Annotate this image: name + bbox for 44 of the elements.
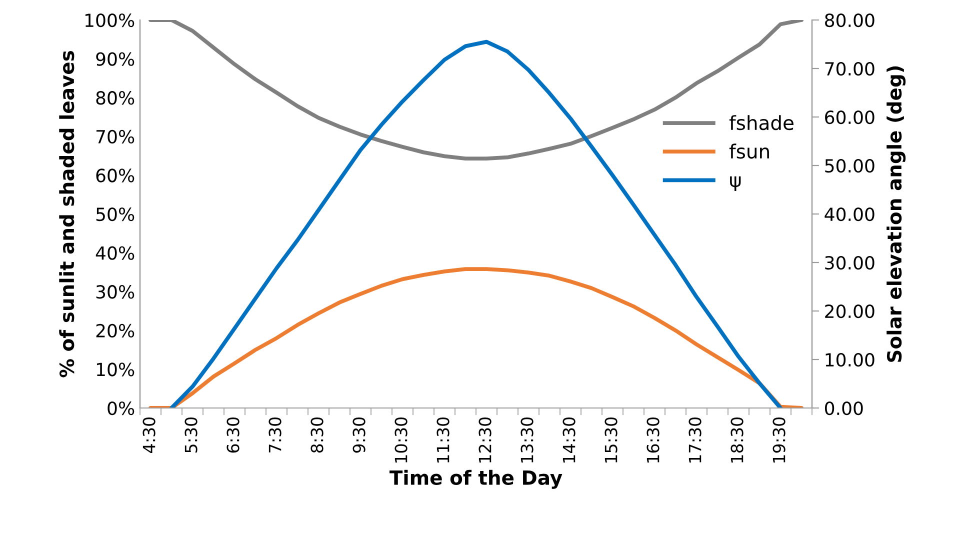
x-tick-label: 9:30: [352, 417, 366, 453]
x-axis-title: Time of the Day: [390, 470, 562, 489]
x-tick-label: 15:30: [604, 417, 618, 463]
y2-tick-label: 20.00: [825, 304, 874, 318]
y-axis-title: % of sunlit and shaded leaves: [59, 50, 74, 378]
y-tick-label: 80%: [96, 91, 134, 105]
y2-tick-label: 50.00: [825, 158, 874, 173]
y-tick-label: 50%: [96, 207, 134, 222]
x-tick-label: 19:30: [772, 417, 786, 463]
x-tick-label: 14:30: [562, 417, 576, 463]
y-tick-label: 100%: [86, 13, 134, 28]
x-tick-label: 7:30: [268, 417, 282, 452]
y-tick-label: 60%: [96, 168, 134, 182]
y-tick-label: 20%: [96, 324, 134, 338]
y2-tick-label: 40.00: [824, 207, 874, 222]
legend-label: fsun: [729, 144, 769, 159]
y-tick-label: 0%: [108, 401, 134, 416]
y2-tick-label: 10.00: [826, 352, 874, 367]
x-tick-label: 13:30: [520, 417, 534, 463]
line-series: [148, 267, 804, 408]
y2-tick-label: 70.00: [825, 62, 874, 76]
x-tick-label: 8:30: [310, 417, 324, 453]
x-tick-label: 17:30: [688, 417, 702, 463]
y2-axis-title: Solar elevation angle (deg): [886, 66, 906, 362]
x-tick-label: 4:30: [142, 417, 156, 453]
x-tick-label: 16:30: [646, 417, 660, 463]
x-tick-label: 11:30: [436, 417, 450, 463]
y2-tick-label: 60.00: [825, 110, 874, 124]
x-tick-label: 12:30: [478, 417, 492, 463]
x-tick-label: 18:30: [730, 417, 744, 463]
y-tick-label: 90%: [96, 52, 134, 66]
y2-tick-label: 0.00: [824, 401, 863, 416]
x-tick-label: 5:30: [184, 417, 198, 452]
line-series: [148, 20, 804, 160]
legend-label: ψ: [730, 176, 741, 191]
x-tick-label: 10:30: [394, 417, 408, 463]
x-tick-label: 6:30: [226, 417, 240, 453]
y-tick-label: 70%: [96, 130, 134, 144]
y-tick-label: 40%: [96, 246, 134, 260]
y2-tick-label: 30.00: [825, 256, 874, 270]
legend-label: fshade: [729, 115, 794, 130]
y-tick-label: 30%: [96, 285, 134, 299]
y-tick-label: 10%: [96, 362, 134, 376]
y2-tick-label: 80.00: [825, 13, 874, 28]
